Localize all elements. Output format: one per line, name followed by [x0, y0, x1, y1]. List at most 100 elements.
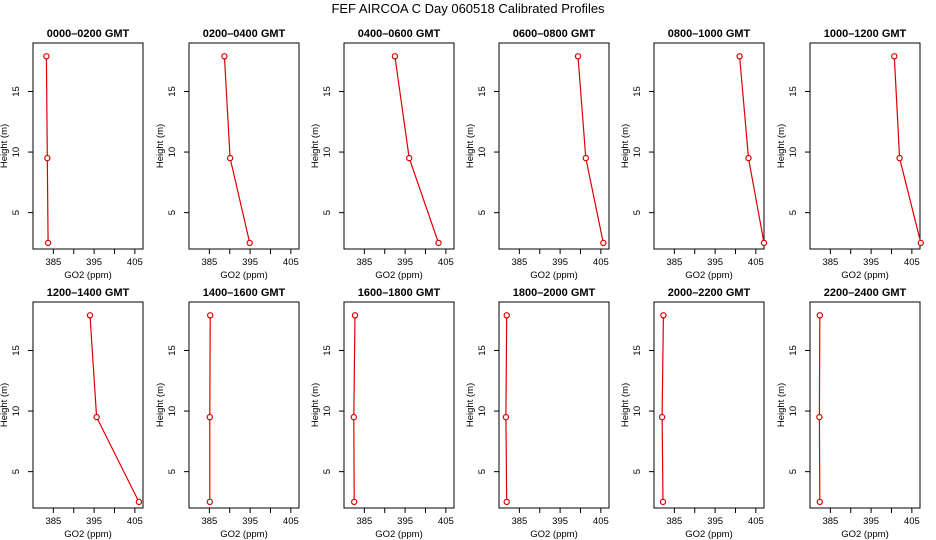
x-axis-label: GO2 (ppm) [841, 529, 889, 540]
y-tick-label: 15 [167, 345, 178, 356]
profile-panel: 0800–1000 GMT 385 395 405 5 10 15 GO2 (ppm) Heig… [620, 28, 768, 281]
y-tick-label: 15 [477, 86, 488, 97]
x-tick-label: 395 [863, 257, 879, 268]
profile-point [221, 53, 228, 60]
profile-point [86, 312, 94, 319]
plot-frame [653, 42, 765, 250]
x-axis-label: GO2 (ppm) [220, 529, 268, 540]
x-axis-label: GO2 (ppm) [64, 270, 112, 281]
panel-title: 1800–2000 GMT [513, 287, 596, 299]
y-tick-label: 5 [632, 469, 643, 474]
profile-point [44, 154, 51, 162]
profile-panel: 1600–1800 GMT 385 395 405 5 10 15 GO2 (ppm) Heig… [310, 287, 455, 540]
profile-line [739, 56, 765, 244]
profile-point [816, 312, 824, 319]
y-tick-label: 5 [788, 469, 799, 474]
y-tick-label: 15 [788, 86, 799, 97]
panel-title: 2200–2400 GMT [824, 287, 907, 299]
profile-point [503, 498, 510, 506]
y-axis-label: Height (m) [0, 124, 10, 168]
plot-frame [188, 301, 300, 509]
panel-title: 2000–2200 GMT [668, 287, 751, 299]
x-tick-label: 395 [552, 516, 568, 527]
y-tick-label: 15 [167, 86, 178, 97]
panel-title: 0600–0800 GMT [513, 28, 596, 40]
x-tick-label: 395 [707, 516, 723, 527]
panel-title: 1400–1600 GMT [203, 287, 286, 299]
x-tick-label: 385 [45, 516, 61, 527]
y-tick-label: 5 [11, 469, 22, 474]
profile-line [577, 56, 604, 244]
x-tick-label: 385 [822, 257, 838, 268]
profile-point [135, 498, 143, 506]
profile-point [406, 154, 413, 162]
profile-point [391, 53, 399, 60]
profile-point [891, 53, 898, 60]
y-tick-label: 10 [11, 406, 22, 417]
profile-point [435, 239, 442, 247]
profile-point [206, 413, 213, 421]
y-tick-label: 5 [477, 469, 488, 474]
y-tick-label: 5 [322, 469, 333, 474]
y-tick-label: 15 [477, 345, 488, 356]
panel-title: 0200–0400 GMT [203, 28, 286, 40]
x-axis-label: GO2 (ppm) [685, 529, 733, 540]
x-axis-label: GO2 (ppm) [685, 270, 733, 281]
profile-point [44, 239, 52, 247]
y-tick-label: 15 [322, 345, 333, 356]
profile-point [917, 239, 925, 247]
plot-frame [188, 42, 300, 250]
y-tick-label: 5 [632, 210, 643, 215]
x-tick-label: 385 [511, 516, 527, 527]
profile-point [816, 413, 823, 421]
profile-panel: 0000–0200 GMT 385 395 405 5 10 15 GO2 (ppm) Heig… [0, 28, 144, 281]
x-tick-label: 395 [86, 516, 102, 527]
profile-panel: 1200–1400 GMT 385 395 405 5 10 15 GO2 (ppm) Heig… [0, 287, 144, 540]
x-axis-label: GO2 (ppm) [375, 270, 423, 281]
profile-point [206, 312, 214, 319]
y-axis-label: Height (m) [776, 383, 787, 427]
y-tick-label: 5 [477, 210, 488, 215]
plot-frame [343, 301, 455, 509]
figure-title: FEF AIRCOA C Day 060518 Calibrated Profi… [331, 1, 605, 16]
profile-point [93, 413, 100, 421]
x-tick-label: 405 [904, 516, 920, 527]
profile-line [394, 56, 440, 244]
x-tick-label: 395 [242, 257, 258, 268]
profile-point [658, 413, 666, 421]
y-tick-label: 5 [167, 210, 178, 215]
profile-panel: 2200–2400 GMT 385 395 405 5 10 15 GO2 (ppm) Heig… [776, 287, 921, 540]
profile-point [206, 498, 213, 506]
y-tick-label: 10 [632, 406, 643, 417]
profile-point [600, 239, 607, 247]
profile-point [736, 53, 743, 60]
y-axis-label: Height (m) [620, 383, 631, 427]
y-tick-label: 15 [788, 345, 799, 356]
profile-point [582, 154, 590, 162]
y-tick-label: 15 [322, 86, 333, 97]
y-tick-label: 10 [788, 147, 799, 158]
y-axis-label: Height (m) [155, 383, 166, 427]
x-tick-label: 385 [356, 257, 372, 268]
x-tick-label: 405 [438, 257, 454, 268]
profile-panel: 1800–2000 GMT 385 395 405 5 10 15 GO2 (ppm) Heig… [465, 287, 610, 540]
profile-point [745, 154, 752, 162]
profile-point [246, 239, 253, 247]
plot-frame [809, 42, 921, 250]
panel-title: 0000–0200 GMT [47, 28, 130, 40]
y-axis-label: Height (m) [465, 383, 476, 427]
profile-point [660, 312, 667, 319]
y-tick-label: 10 [322, 406, 333, 417]
profile-panel: 1400–1600 GMT 385 395 405 5 10 15 GO2 (ppm) Heig… [155, 287, 300, 540]
plot-frame [498, 42, 610, 250]
profile-point [43, 53, 50, 60]
y-axis-label: Height (m) [310, 124, 321, 168]
plot-frame [32, 301, 144, 509]
profile-point [574, 53, 582, 60]
y-axis-label: Height (m) [155, 124, 166, 168]
y-axis-label: Height (m) [465, 124, 476, 168]
x-tick-label: 405 [127, 257, 143, 268]
profile-line [661, 315, 664, 502]
x-tick-label: 395 [86, 257, 102, 268]
